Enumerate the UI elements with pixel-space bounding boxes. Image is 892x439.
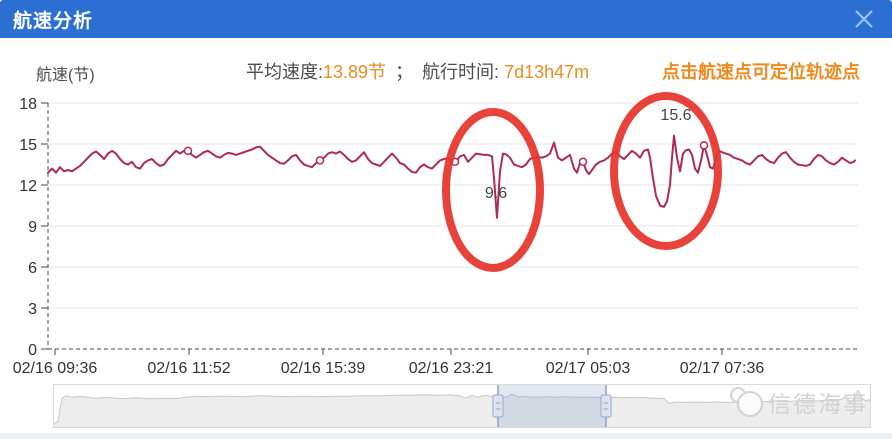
y-tick-label: 3 [28,301,37,318]
data-point-marker[interactable] [578,157,588,167]
click-point-hint: 点击航速点可定位轨迹点 [662,62,860,82]
x-tick-label: 02/16 15:39 [281,360,366,377]
x-tick-label: 02/17 05:03 [546,360,631,377]
nav-selected-range[interactable] [498,385,606,427]
stats-separator: ； [395,62,414,82]
y-axis-title: 航速(节) [36,67,95,84]
highlight-ellipse [442,108,544,272]
y-tick-label: 12 [19,178,37,195]
avg-speed-label: 平均速度: [246,62,324,82]
y-tick-label: 9 [28,219,37,236]
y-tick-label: 18 [19,96,37,113]
y-tick-label: 6 [28,260,37,277]
navigator-mini-chart[interactable] [54,385,870,427]
nav-handle-right[interactable] [600,394,612,418]
point-value-label: 15.6 [660,107,691,124]
close-button[interactable] [852,7,876,31]
nav-area-line [54,389,870,425]
y-tick-label: 15 [19,137,37,154]
bottom-strip [0,433,892,439]
data-point-marker[interactable] [315,156,325,165]
point-value-label: 9.6 [485,185,507,202]
duration-value: 7d13h47m [504,62,590,82]
dialog-title-bar: 航速分析 [0,0,892,38]
speed-line-chart[interactable]: 0 3 6 9 12 15 18 02/16 09:36 02/16 11:52 02/16 15… [0,90,892,382]
duration-label: 航行时间: [422,62,500,82]
nav-handle-left[interactable] [492,394,504,418]
nav-area-fill [54,390,870,427]
x-tick-label: 02/16 23:21 [409,360,494,377]
close-icon [855,10,873,28]
highlight-ellipse [610,92,722,250]
avg-speed-value: 13.89节 [323,62,387,82]
x-tick-label: 02/16 09:36 [13,360,98,377]
range-navigator[interactable] [53,384,871,428]
x-tick-label: 02/16 11:52 [147,360,230,377]
y-tick-label: 0 [28,342,37,359]
data-point-marker[interactable] [699,141,709,150]
dialog-title: 航速分析 [13,10,94,32]
voyage-stats: 平均速度:13.89节 ； 航行时间: 7d13h47m [246,58,589,84]
x-tick-label: 02/17 07:36 [680,360,765,377]
data-point-marker[interactable] [183,146,193,156]
